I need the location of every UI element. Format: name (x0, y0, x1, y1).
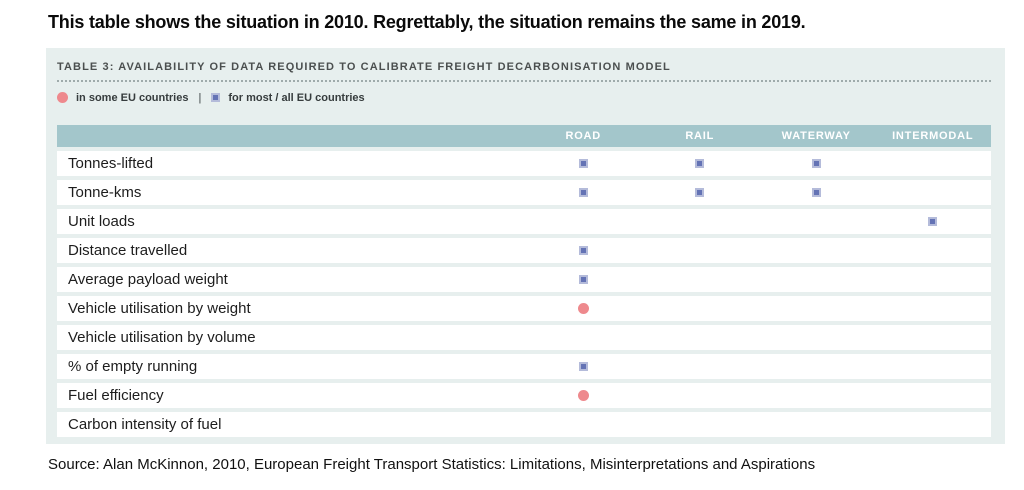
legend-separator: | (198, 91, 202, 104)
table-row: Vehicle utilisation by weight (57, 295, 992, 321)
marker-cell (525, 412, 642, 437)
table-row: Tonnes-lifted (57, 150, 992, 176)
marker-cell (642, 325, 759, 350)
most-all-countries-marker-icon (578, 245, 588, 255)
most-all-countries-marker-icon (811, 187, 821, 197)
legend-label-some: in some EU countries (76, 91, 189, 104)
most-all-countries-marker-icon (695, 187, 705, 197)
marker-cell (758, 296, 875, 321)
row-label: Carbon intensity of fuel (68, 415, 222, 433)
table-row: Distance travelled (57, 237, 992, 263)
marker-cell (875, 325, 992, 350)
marker-cell (875, 412, 992, 437)
marker-cell (525, 209, 642, 234)
legend-label-most: for most / all EU countries (228, 91, 365, 104)
table-row: Tonne-kms (57, 179, 992, 205)
marker-cell (525, 383, 642, 408)
marker-cell (525, 151, 642, 176)
table-row: Average payload weight (57, 266, 992, 292)
marker-cell (875, 354, 992, 379)
column-header-road: ROAD (565, 129, 602, 142)
row-label: Tonnes-lifted (68, 154, 154, 172)
marker-cell (758, 412, 875, 437)
marker-cell (642, 296, 759, 321)
most-all-countries-marker-icon (578, 361, 588, 371)
row-label: Fuel efficiency (68, 386, 164, 404)
some-countries-marker-icon (577, 302, 589, 314)
marker-cell (642, 209, 759, 234)
marker-cell (758, 180, 875, 205)
table-row: Unit loads (57, 208, 992, 234)
row-label: Average payload weight (68, 270, 228, 288)
marker-cell (525, 180, 642, 205)
marker-cell (875, 151, 992, 176)
marker-cell (875, 296, 992, 321)
row-label: Vehicle utilisation by weight (68, 299, 251, 317)
marker-cell (525, 267, 642, 292)
page-title: This table shows the situation in 2010. … (48, 12, 806, 32)
marker-cell (525, 296, 642, 321)
marker-cell (642, 383, 759, 408)
table-rows: Tonnes-lifted Tonne-kms Unit loads Dista… (57, 150, 992, 437)
table-panel: TABLE 3: AVAILABILITY OF DATA REQUIRED T… (46, 47, 1005, 444)
most-all-countries-marker-icon (578, 274, 588, 284)
most-all-countries-marker-icon (211, 93, 221, 103)
most-all-countries-marker-icon (811, 158, 821, 168)
table-caption: TABLE 3: AVAILABILITY OF DATA REQUIRED T… (57, 57, 991, 82)
marker-cell (758, 354, 875, 379)
marker-cell (525, 325, 642, 350)
marker-cell (875, 383, 992, 408)
column-header-waterway: WATERWAY (781, 129, 851, 142)
marker-cell (642, 354, 759, 379)
source-caption: Source: Alan McKinnon, 2010, European Fr… (48, 455, 816, 473)
marker-cell (642, 238, 759, 263)
table-row: Carbon intensity of fuel (57, 411, 992, 437)
marker-cell (758, 151, 875, 176)
row-label: Tonne-kms (68, 183, 142, 201)
row-label: % of empty running (68, 357, 198, 375)
column-header-rail: RAIL (685, 129, 715, 142)
column-header-intermodal: INTERMODAL (892, 129, 974, 142)
table-row: % of empty running (57, 353, 992, 379)
most-all-countries-marker-icon (578, 158, 588, 168)
marker-cell (758, 209, 875, 234)
some-countries-marker-icon (577, 389, 589, 401)
marker-cell (642, 151, 759, 176)
marker-cell (525, 354, 642, 379)
marker-cell (875, 267, 992, 292)
marker-cell (642, 267, 759, 292)
slide: This table shows the situation in 2010. … (0, 12, 1024, 490)
marker-cell (758, 325, 875, 350)
marker-cell (642, 412, 759, 437)
some-countries-marker-icon (57, 92, 68, 104)
marker-cell (758, 267, 875, 292)
marker-cell (642, 180, 759, 205)
marker-cell (758, 238, 875, 263)
most-all-countries-marker-icon (578, 187, 588, 197)
row-label: Unit loads (68, 212, 135, 230)
row-label: Vehicle utilisation by volume (68, 328, 256, 346)
marker-cell (875, 238, 992, 263)
most-all-countries-marker-icon (928, 216, 938, 226)
table-row: Fuel efficiency (57, 382, 992, 408)
table-row: Vehicle utilisation by volume (57, 324, 992, 350)
marker-cell (525, 238, 642, 263)
most-all-countries-marker-icon (695, 158, 705, 168)
marker-cell (875, 180, 992, 205)
column-header-row: ROAD RAIL WATERWAY INTERMODAL (57, 124, 991, 147)
marker-cell (758, 383, 875, 408)
legend: in some EU countries | for most / all EU… (57, 92, 991, 104)
row-label: Distance travelled (68, 241, 188, 259)
marker-cell (875, 209, 992, 234)
